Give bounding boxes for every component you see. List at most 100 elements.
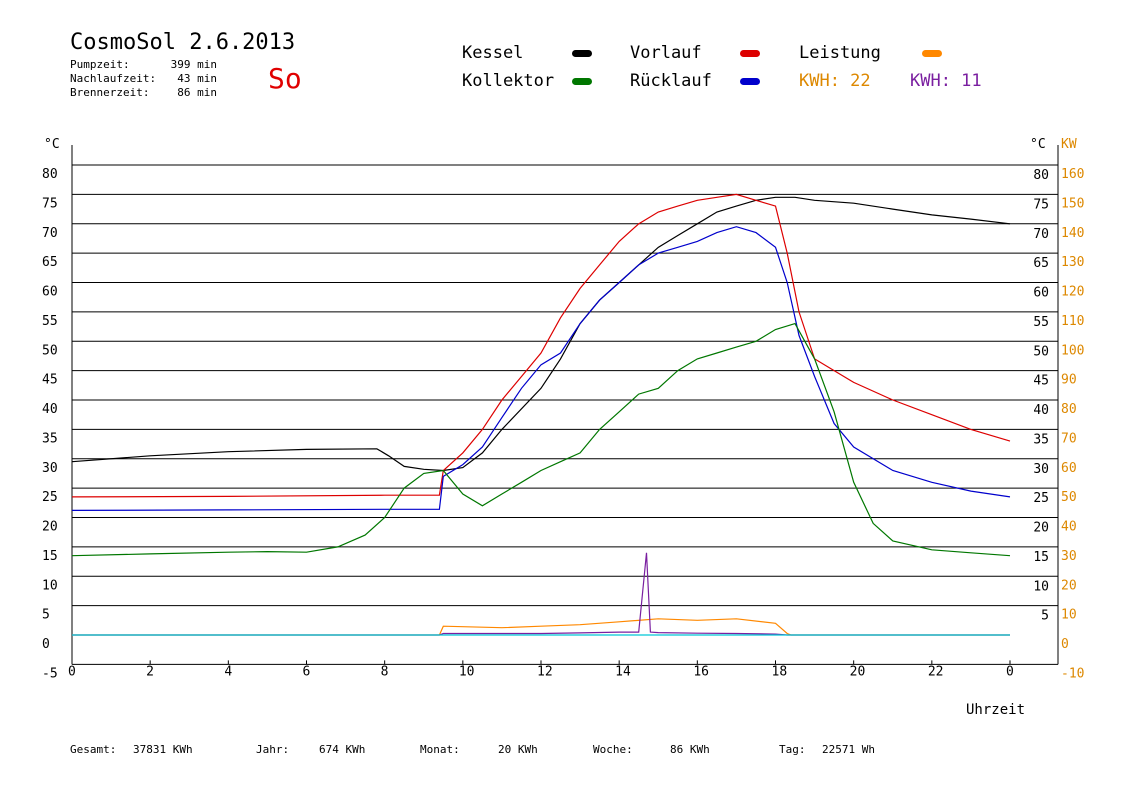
vorlauf-line — [71, 193, 1011, 498]
y-right-tick-label: 35 — [1033, 432, 1049, 447]
y2-tick-label: 50 — [1061, 490, 1077, 505]
y-right-tick-label: 60 — [1033, 286, 1049, 301]
legend-kollektor-label: Kollektor — [462, 71, 555, 91]
y-right-tick-label: 75 — [1033, 197, 1049, 212]
x-tick-label: 10 — [459, 664, 475, 679]
y2-tick-label: -10 — [1061, 666, 1084, 681]
y-tick-label: 50 — [42, 343, 58, 358]
y-tick-label: 5 — [42, 608, 50, 623]
y-right-tick-label: 10 — [1033, 579, 1049, 594]
y-tick-label: 80 — [42, 167, 58, 182]
y2-tick-label: 40 — [1061, 520, 1077, 535]
legend-leistung-swatch — [922, 50, 942, 57]
y-right-tick-label: 65 — [1033, 256, 1049, 271]
legend-kollektor-swatch — [572, 78, 592, 85]
y-right-tick-label: 40 — [1033, 403, 1049, 418]
y-right-tick-label: 25 — [1033, 491, 1049, 506]
stat-label-brennerzeit: Brennerzeit: — [70, 86, 150, 99]
stat-value-brennerzeit: 86 min — [177, 86, 217, 99]
legend-kessel-label: Kessel — [462, 43, 524, 63]
y-right-tick-label: 30 — [1033, 462, 1049, 477]
footer-jahr-value: 674 KWh — [319, 743, 366, 756]
y-tick-label: 70 — [42, 226, 58, 241]
stat-label-pumpzeit: Pumpzeit: — [70, 58, 130, 71]
kollektor-line — [71, 322, 1011, 557]
y-tick-label: 65 — [42, 255, 58, 270]
page-title: CosmoSol 2.6.2013 — [70, 30, 296, 55]
y-right-tick-label: 50 — [1033, 344, 1049, 359]
x-axis-label: Uhrzeit — [966, 702, 1026, 718]
x-tick-label: 2 — [146, 664, 154, 679]
footer-woche-value: 86 KWh — [670, 743, 710, 756]
y-tick-label: 40 — [42, 402, 58, 417]
y-tick-label: 60 — [42, 285, 58, 300]
y-tick-label: 45 — [42, 373, 58, 388]
y2-tick-label: 100 — [1061, 343, 1084, 358]
x-tick-label: 4 — [224, 664, 232, 679]
x-tick-label: 16 — [693, 664, 709, 679]
y2-tick-label: 140 — [1061, 226, 1084, 241]
x-tick-label: 14 — [615, 664, 631, 679]
weekday-label: So — [268, 62, 302, 95]
leistung-line — [72, 618, 1010, 636]
left-axis-unit: °C — [44, 137, 60, 152]
y2-tick-label: 120 — [1061, 285, 1084, 300]
chart-grid — [71, 145, 1059, 665]
legend-vorlauf-label: Vorlauf — [630, 43, 702, 63]
y2-tick-label: 80 — [1061, 402, 1077, 417]
y-tick-label: 30 — [42, 461, 58, 476]
y-right-tick-label: 15 — [1033, 550, 1049, 565]
stat-value-pumpzeit: 399 min — [170, 58, 217, 71]
x-tick-label: 6 — [303, 664, 311, 679]
y-tick-label: 10 — [42, 578, 58, 593]
legend-ruecklauf-swatch — [740, 78, 760, 85]
y-right-tick-label: 5 — [1041, 609, 1049, 624]
footer-gesamt-value: 37831 KWh — [133, 743, 193, 756]
y2-tick-label: 60 — [1061, 461, 1077, 476]
x-tick-label: 18 — [772, 664, 788, 679]
footer-woche-label: Woche: — [593, 743, 633, 756]
footer-jahr-label: Jahr: — [256, 743, 290, 756]
y-tick-label: 25 — [42, 490, 58, 505]
legend-kessel-swatch — [572, 50, 592, 57]
right-axis-unit-kw: KW — [1061, 137, 1077, 152]
y-right-tick-label: 80 — [1033, 168, 1049, 183]
y2-tick-label: 20 — [1061, 578, 1077, 593]
y-tick-label: 35 — [42, 431, 58, 446]
y-right-tick-label: 45 — [1033, 374, 1049, 389]
footer-monat-label: Monat: — [420, 743, 460, 756]
stat-label-nachlaufzeit: Nachlaufzeit: — [70, 72, 157, 85]
y-tick-label: 75 — [42, 196, 58, 211]
y2-tick-label: 150 — [1061, 196, 1084, 211]
y-tick-label: 0 — [42, 637, 50, 652]
footer-tag-label: Tag: — [779, 743, 806, 756]
chart-series — [71, 193, 1011, 636]
y-right-tick-label: 70 — [1033, 227, 1049, 242]
chart-ticks: 80757065605550454035302520151050-5807570… — [42, 167, 1084, 681]
y-tick-label: -5 — [42, 666, 58, 681]
x-tick-label: 0 — [68, 664, 76, 679]
legend-ruecklauf-label: Rücklauf — [630, 71, 712, 91]
y-tick-label: 20 — [42, 520, 58, 535]
right-axis-unit-celsius: °C — [1030, 137, 1046, 152]
legend-vorlauf-swatch — [740, 50, 760, 57]
y-right-tick-label: 55 — [1033, 315, 1049, 330]
y2-tick-label: 110 — [1061, 314, 1084, 329]
ruecklauf-line — [71, 226, 1011, 511]
x-tick-label: 22 — [928, 664, 944, 679]
x-tick-label: 12 — [537, 664, 553, 679]
y2-tick-label: 90 — [1061, 373, 1077, 388]
footer-monat-value: 20 KWh — [498, 743, 538, 756]
legend-kwh1-label: KWH: 22 — [799, 71, 871, 91]
y2-tick-label: 10 — [1061, 608, 1077, 623]
y2-tick-label: 30 — [1061, 549, 1077, 564]
legend-kwh2-label: KWH: 11 — [910, 71, 982, 91]
y2-tick-label: 160 — [1061, 167, 1084, 182]
legend-leistung-label: Leistung — [799, 43, 881, 63]
footer-tag-value: 22571 Wh — [822, 743, 875, 756]
kwh-line — [72, 552, 1010, 636]
stat-value-nachlaufzeit: 43 min — [177, 72, 217, 85]
y-tick-label: 55 — [42, 314, 58, 329]
y-tick-label: 15 — [42, 549, 58, 564]
